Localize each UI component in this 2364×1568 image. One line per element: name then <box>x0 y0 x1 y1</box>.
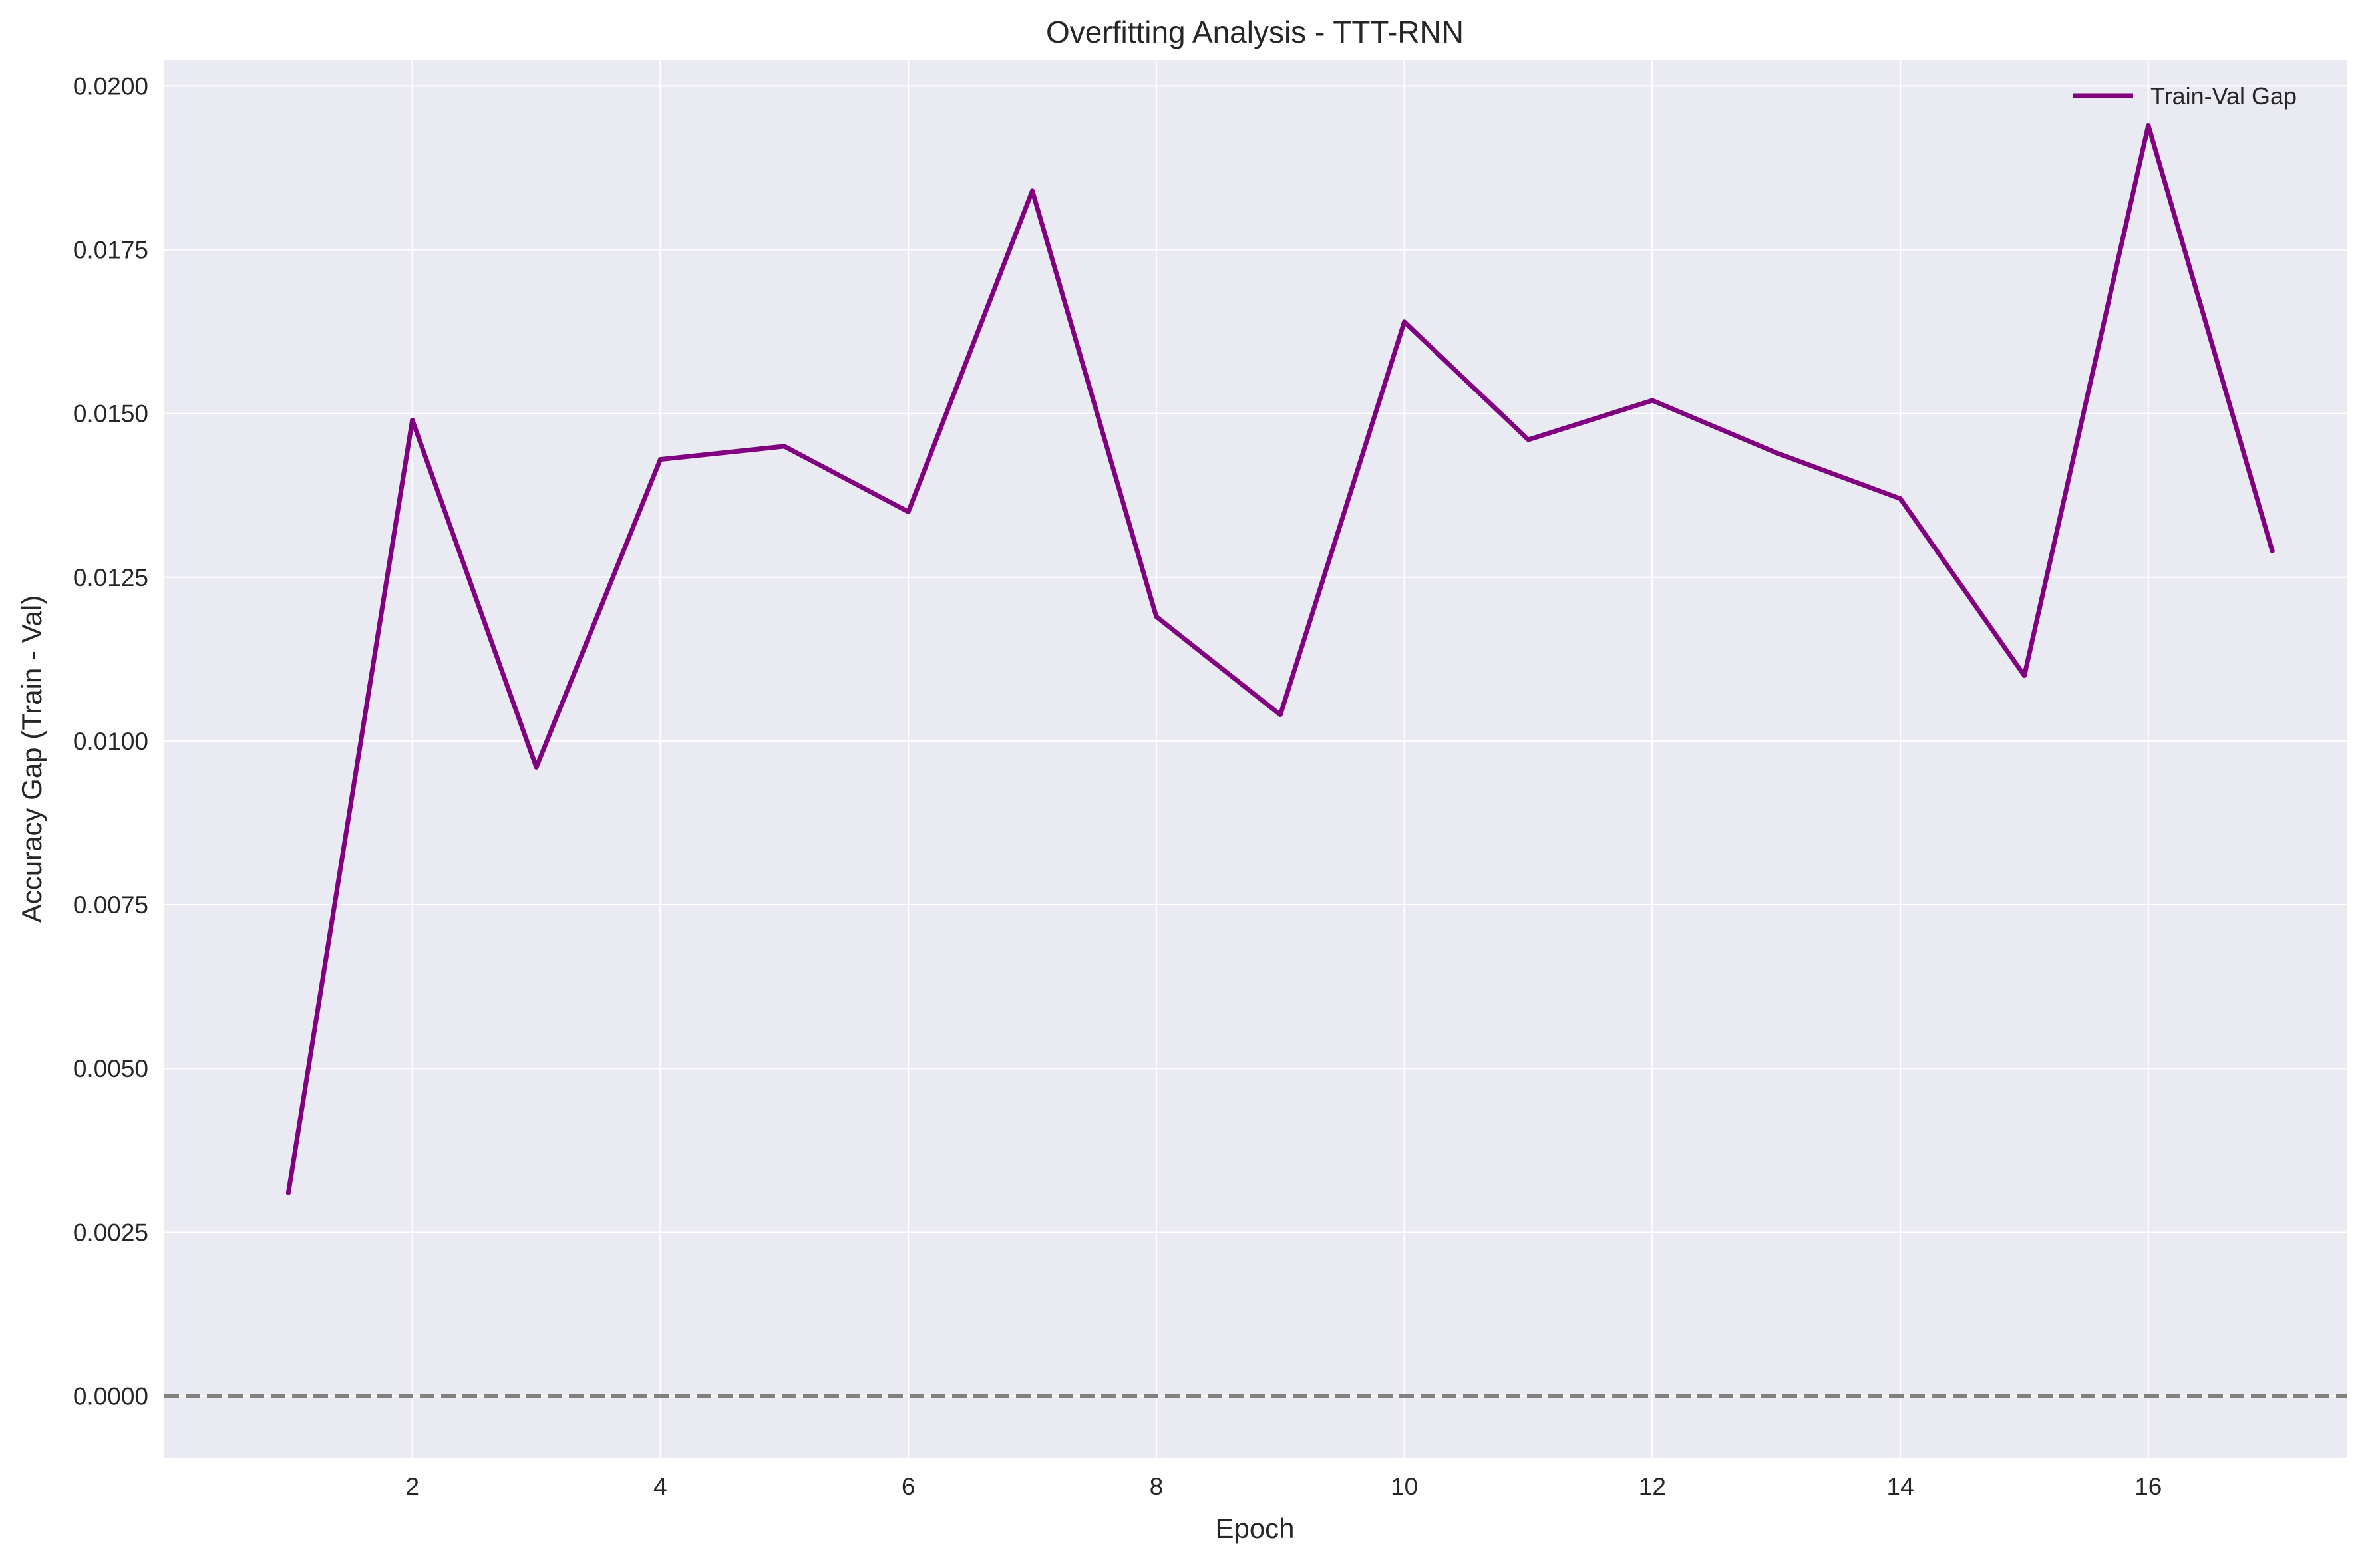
data-point <box>2270 548 2275 553</box>
plot-area <box>164 60 2347 1458</box>
data-point <box>1402 319 1407 325</box>
data-point <box>1154 614 1159 619</box>
x-tick-label: 4 <box>653 1473 667 1500</box>
y-tick-label: 0.0100 <box>73 728 148 755</box>
tick-labels: 2 4 6 8 10 12 14 16 0.0000 0.0025 0.0050 0.0075 0.01… <box>73 73 2162 1500</box>
series-layer <box>285 122 2275 1195</box>
x-tick-label: 8 <box>1150 1473 1164 1500</box>
data-point <box>410 417 415 422</box>
data-point <box>657 457 663 462</box>
x-tick-label: 14 <box>1887 1473 1914 1500</box>
x-tick-label: 10 <box>1391 1473 1418 1500</box>
data-point <box>2021 673 2027 678</box>
y-tick-label: 0.0125 <box>73 564 148 591</box>
y-tick-label: 0.0175 <box>73 237 148 264</box>
data-point <box>1030 188 1035 194</box>
y-tick-label: 0.0025 <box>73 1219 148 1246</box>
x-axis-label: Epoch <box>1215 1513 1294 1544</box>
data-point <box>906 509 911 514</box>
legend: Train-Val Gap <box>2073 82 2297 110</box>
x-tick-label: 6 <box>902 1473 916 1500</box>
y-axis-label: Accuracy Gap (Train - Val) <box>16 595 47 923</box>
grid <box>164 60 2347 1458</box>
data-point <box>1774 450 1779 456</box>
data-point <box>285 1190 291 1195</box>
x-tick-label: 16 <box>2134 1473 2162 1500</box>
data-point <box>1526 437 1531 442</box>
y-tick-label: 0.0150 <box>73 400 148 428</box>
y-tick-label: 0.0200 <box>73 73 148 100</box>
y-tick-label: 0.0050 <box>73 1055 148 1082</box>
data-point <box>1898 496 1903 502</box>
y-tick-label: 0.0075 <box>73 891 148 919</box>
legend-label: Train-Val Gap <box>2150 82 2297 110</box>
data-point <box>534 764 539 770</box>
y-tick-label: 0.0000 <box>73 1382 148 1410</box>
chart-title: Overfitting Analysis - TTT-RNN <box>1046 15 1464 49</box>
data-point <box>782 444 787 449</box>
data-point <box>1277 712 1283 718</box>
data-point <box>1649 398 1655 403</box>
x-tick-label: 2 <box>405 1473 419 1500</box>
data-point <box>2146 122 2151 128</box>
x-tick-label: 12 <box>1639 1473 1666 1500</box>
